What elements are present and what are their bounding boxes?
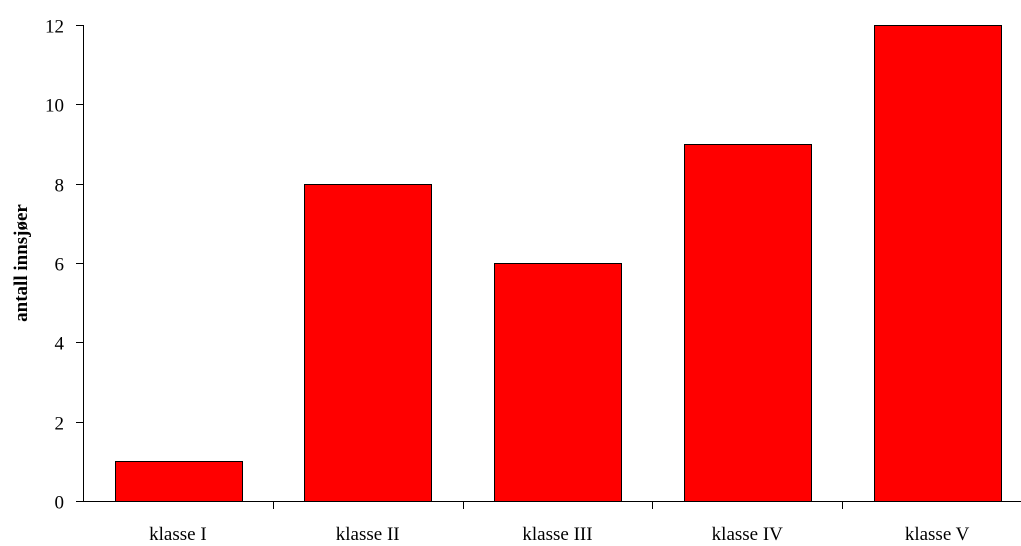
y-axis: 0 2 4 6 8 10 12 [45,17,84,514]
x-category-label: klasse I [149,524,207,545]
y-tick-label: 8 [55,176,65,197]
x-category-label: klasse II [336,524,400,545]
y-tick-label: 0 [55,493,65,514]
x-category-label: klasse V [905,524,970,545]
bar-3 [494,263,622,502]
x-axis: klasse I klasse II klasse III klasse IV klas… [83,501,1021,545]
bar-4 [684,144,812,502]
y-tick-label: 10 [45,96,64,117]
y-axis-title: antall innsjøer [11,204,32,322]
bar-2 [304,184,432,502]
y-tick-label: 12 [45,17,64,38]
x-category-label: klasse IV [712,524,784,545]
bar-5 [874,25,1002,502]
bar-1 [115,461,243,502]
y-tick-label: 2 [55,414,65,435]
bars [115,25,1002,502]
y-tick-label: 6 [55,255,65,276]
y-tick-label: 4 [55,334,65,355]
x-category-label: klasse III [522,524,592,545]
